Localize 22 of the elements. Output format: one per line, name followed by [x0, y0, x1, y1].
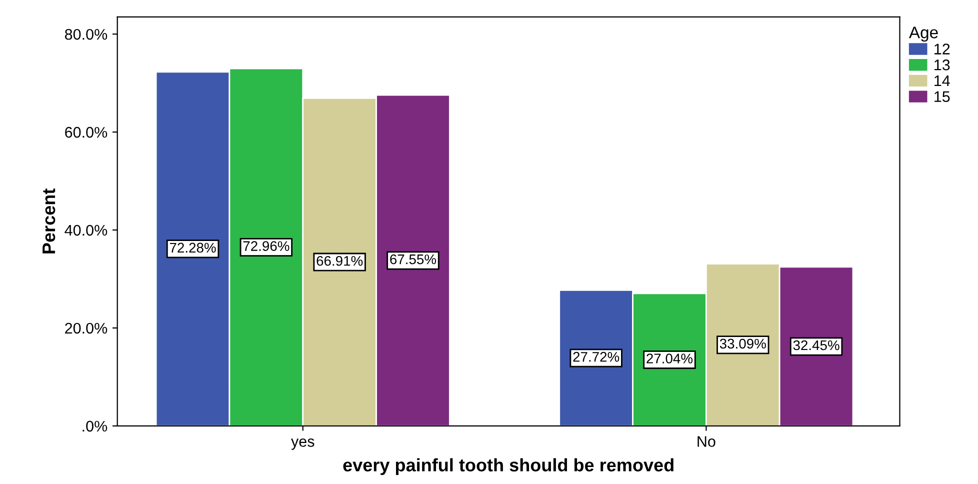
data-label: 72.96% [243, 241, 290, 251]
data-label: 27.72% [573, 352, 620, 362]
y-tick-label: 20.0% [65, 322, 108, 334]
y-tick-label: .0% [82, 420, 108, 432]
legend-label: 15 [934, 91, 950, 102]
data-label: 32.45% [793, 340, 840, 350]
legend-label: 12 [934, 44, 950, 54]
data-label: 27.04% [646, 354, 693, 364]
legend-label: 13 [934, 60, 950, 70]
x-tick-label: No [698, 436, 716, 447]
y-tick-label: 60.0% [65, 126, 108, 138]
y-tick-label: 40.0% [64, 224, 108, 236]
data-label: 33.09% [720, 338, 766, 349]
x-tick-label: yes [291, 438, 314, 450]
y-tick-label: 80.0% [64, 28, 108, 40]
legend-label: 14 [934, 76, 950, 86]
data-label: 66.91% [316, 256, 363, 266]
legend-title: Age [908, 26, 938, 42]
y-axis-title: Percent [42, 188, 56, 254]
data-label: 67.55% [390, 254, 436, 264]
data-label: 72.28% [170, 242, 216, 253]
x-axis-title: every painful tooth should be removed [343, 458, 674, 476]
